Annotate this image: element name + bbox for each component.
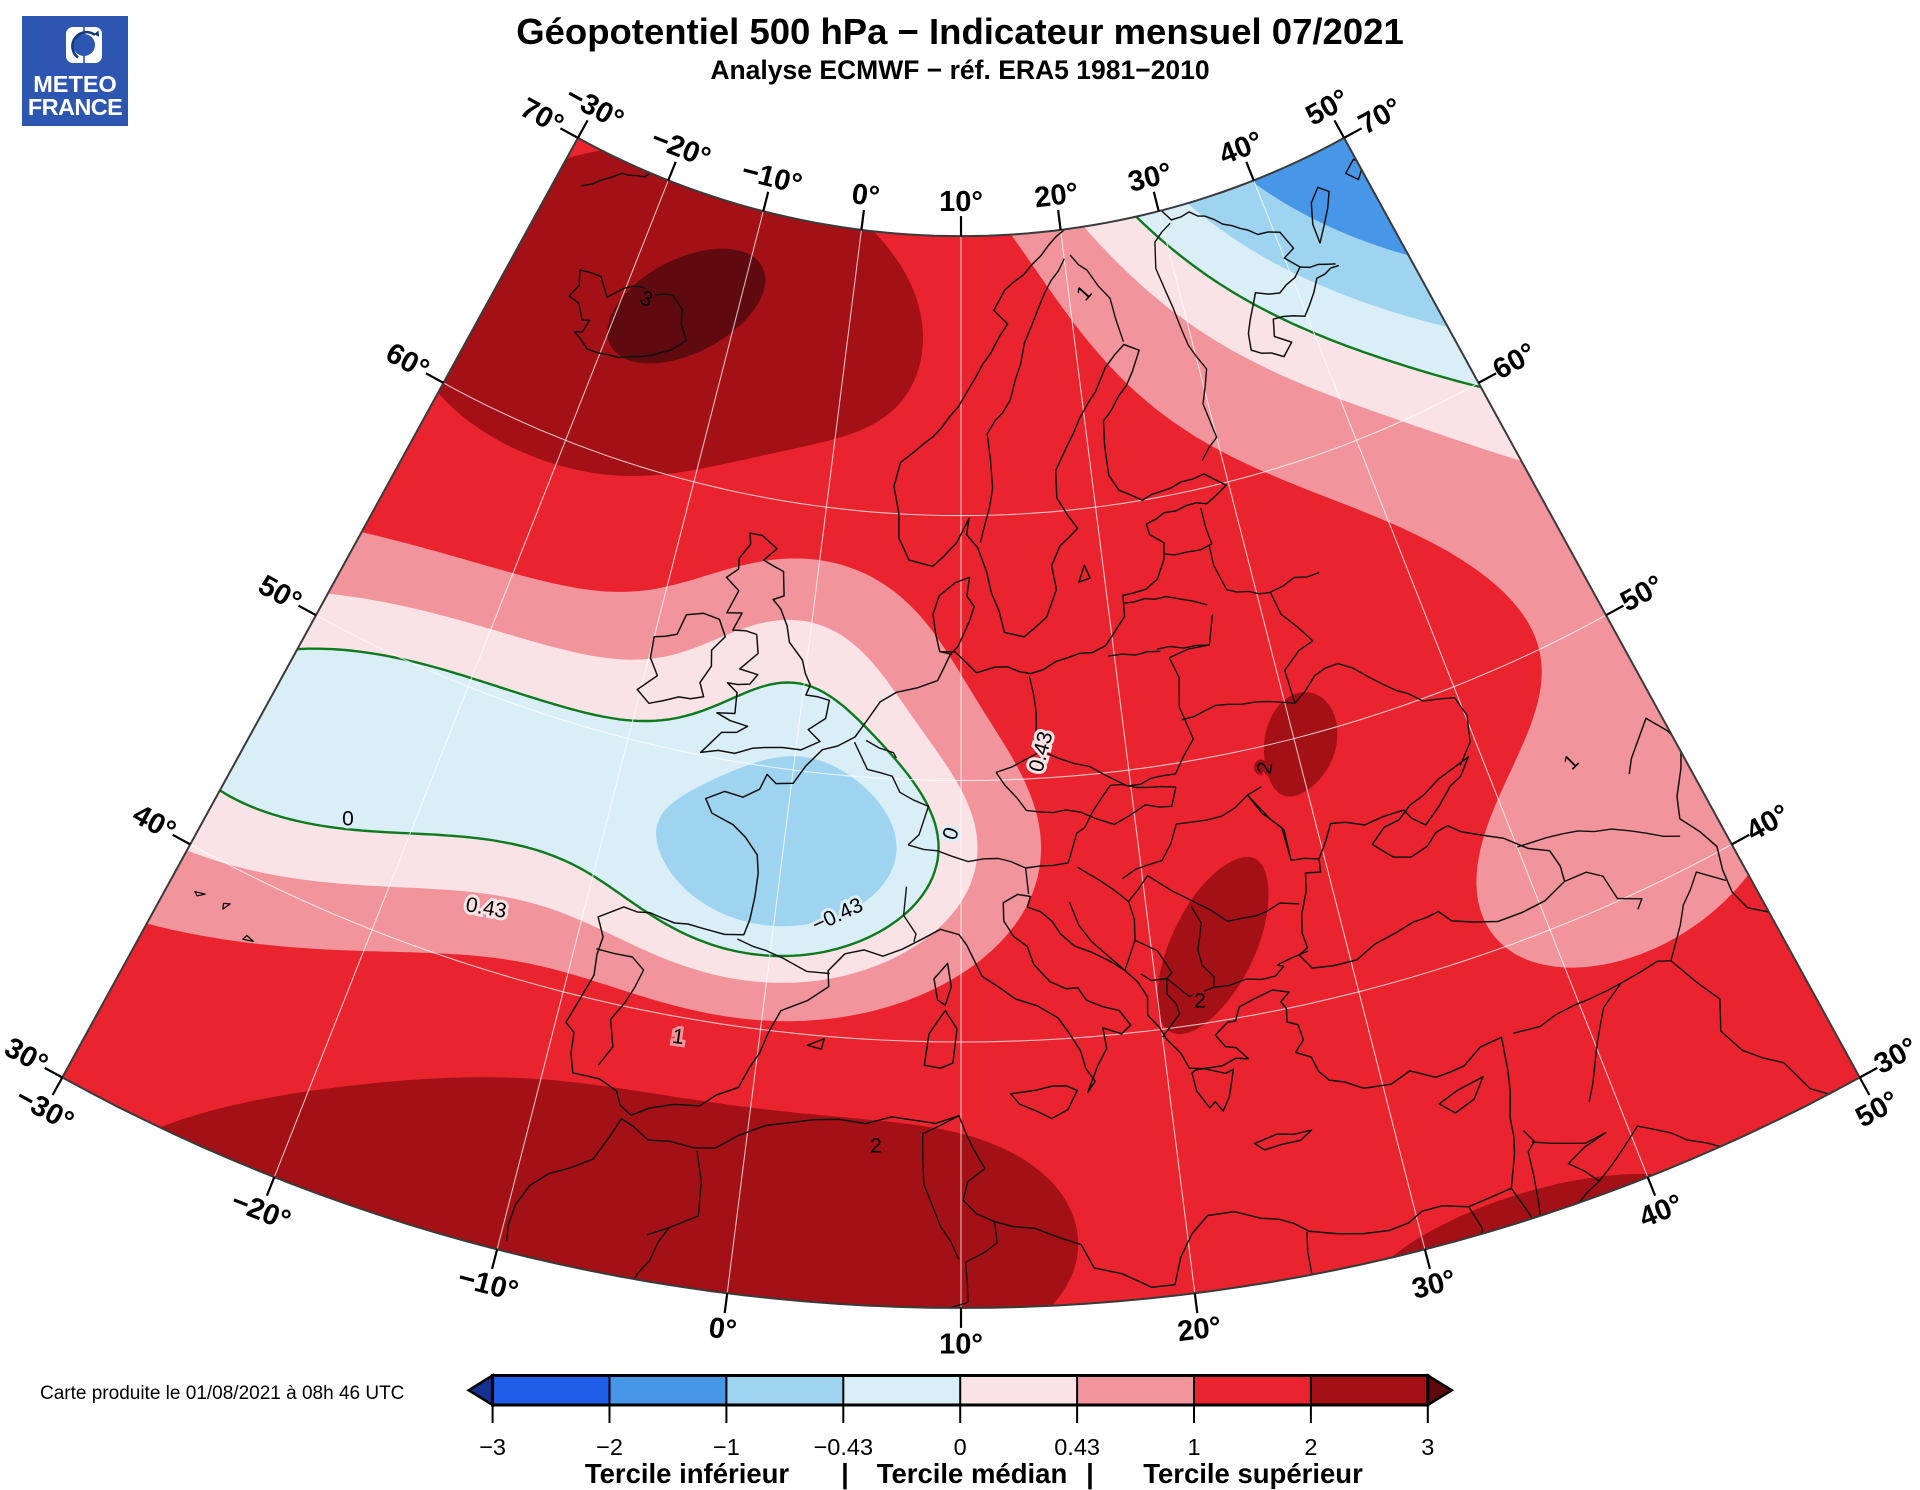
svg-text:30°: 30° (0, 1032, 53, 1081)
svg-text:−20°: −20° (647, 122, 715, 174)
svg-text:−10°: −10° (738, 155, 805, 201)
svg-text:0°: 0° (850, 178, 882, 213)
svg-text:50°: 50° (253, 569, 307, 618)
svg-text:2: 2 (1304, 1434, 1317, 1460)
svg-text:70°: 70° (515, 92, 569, 141)
svg-text:40°: 40° (127, 798, 181, 847)
svg-text:2: 2 (1194, 990, 1206, 1013)
svg-text:20°: 20° (1176, 1311, 1224, 1348)
svg-text:−30°: −30° (560, 79, 629, 136)
svg-text:−20°: −20° (227, 1185, 295, 1237)
svg-text:Carte produite le 01/08/2021 à: Carte produite le 01/08/2021 à 08h 46 UT… (40, 1383, 404, 1404)
svg-text:|: | (841, 1458, 849, 1489)
svg-text:40°: 40° (1741, 798, 1795, 847)
svg-text:Analyse ECMWF − réf. ERA5 1981: Analyse ECMWF − réf. ERA5 1981−2010 (710, 55, 1209, 85)
svg-text:Géopotentiel 500 hPa − Indicat: Géopotentiel 500 hPa − Indicateur mensue… (516, 11, 1404, 52)
svg-text:0.43: 0.43 (1054, 1434, 1100, 1460)
svg-text:10°: 10° (939, 186, 983, 218)
svg-text:METEO: METEO (33, 71, 117, 97)
svg-text:60°: 60° (1488, 337, 1542, 386)
svg-text:40°: 40° (1215, 126, 1268, 172)
svg-text:−1: −1 (713, 1434, 740, 1460)
svg-text:50°: 50° (1301, 83, 1355, 132)
svg-text:|: | (1086, 1458, 1094, 1489)
svg-text:40°: 40° (1635, 1188, 1688, 1234)
svg-text:−2: −2 (596, 1434, 623, 1460)
svg-text:1: 1 (1187, 1434, 1200, 1460)
svg-text:−3: −3 (479, 1434, 506, 1460)
svg-text:0°: 0° (707, 1312, 739, 1347)
svg-text:50°: 50° (1850, 1085, 1904, 1134)
svg-text:0: 0 (954, 1434, 967, 1460)
svg-text:70°: 70° (1353, 92, 1407, 141)
svg-text:Tercile médian: Tercile médian (877, 1458, 1068, 1489)
svg-text:60°: 60° (380, 337, 434, 386)
svg-text:2: 2 (870, 1135, 882, 1158)
svg-text:FRANCE: FRANCE (28, 94, 122, 120)
svg-text:30°: 30° (1409, 1264, 1459, 1306)
svg-text:0: 0 (342, 808, 354, 831)
svg-text:30°: 30° (1125, 157, 1175, 199)
svg-text:20°: 20° (1033, 177, 1081, 214)
svg-text:Tercile supérieur: Tercile supérieur (1143, 1458, 1363, 1489)
svg-text:10°: 10° (939, 1329, 983, 1361)
svg-text:30°: 30° (1869, 1032, 1920, 1081)
svg-text:−0.43: −0.43 (814, 1434, 873, 1460)
svg-text:−30°: −30° (10, 1081, 79, 1138)
svg-text:50°: 50° (1615, 569, 1669, 618)
svg-text:−10°: −10° (455, 1262, 522, 1308)
svg-text:3: 3 (1421, 1434, 1434, 1460)
svg-text:Tercile inférieur: Tercile inférieur (585, 1458, 790, 1489)
